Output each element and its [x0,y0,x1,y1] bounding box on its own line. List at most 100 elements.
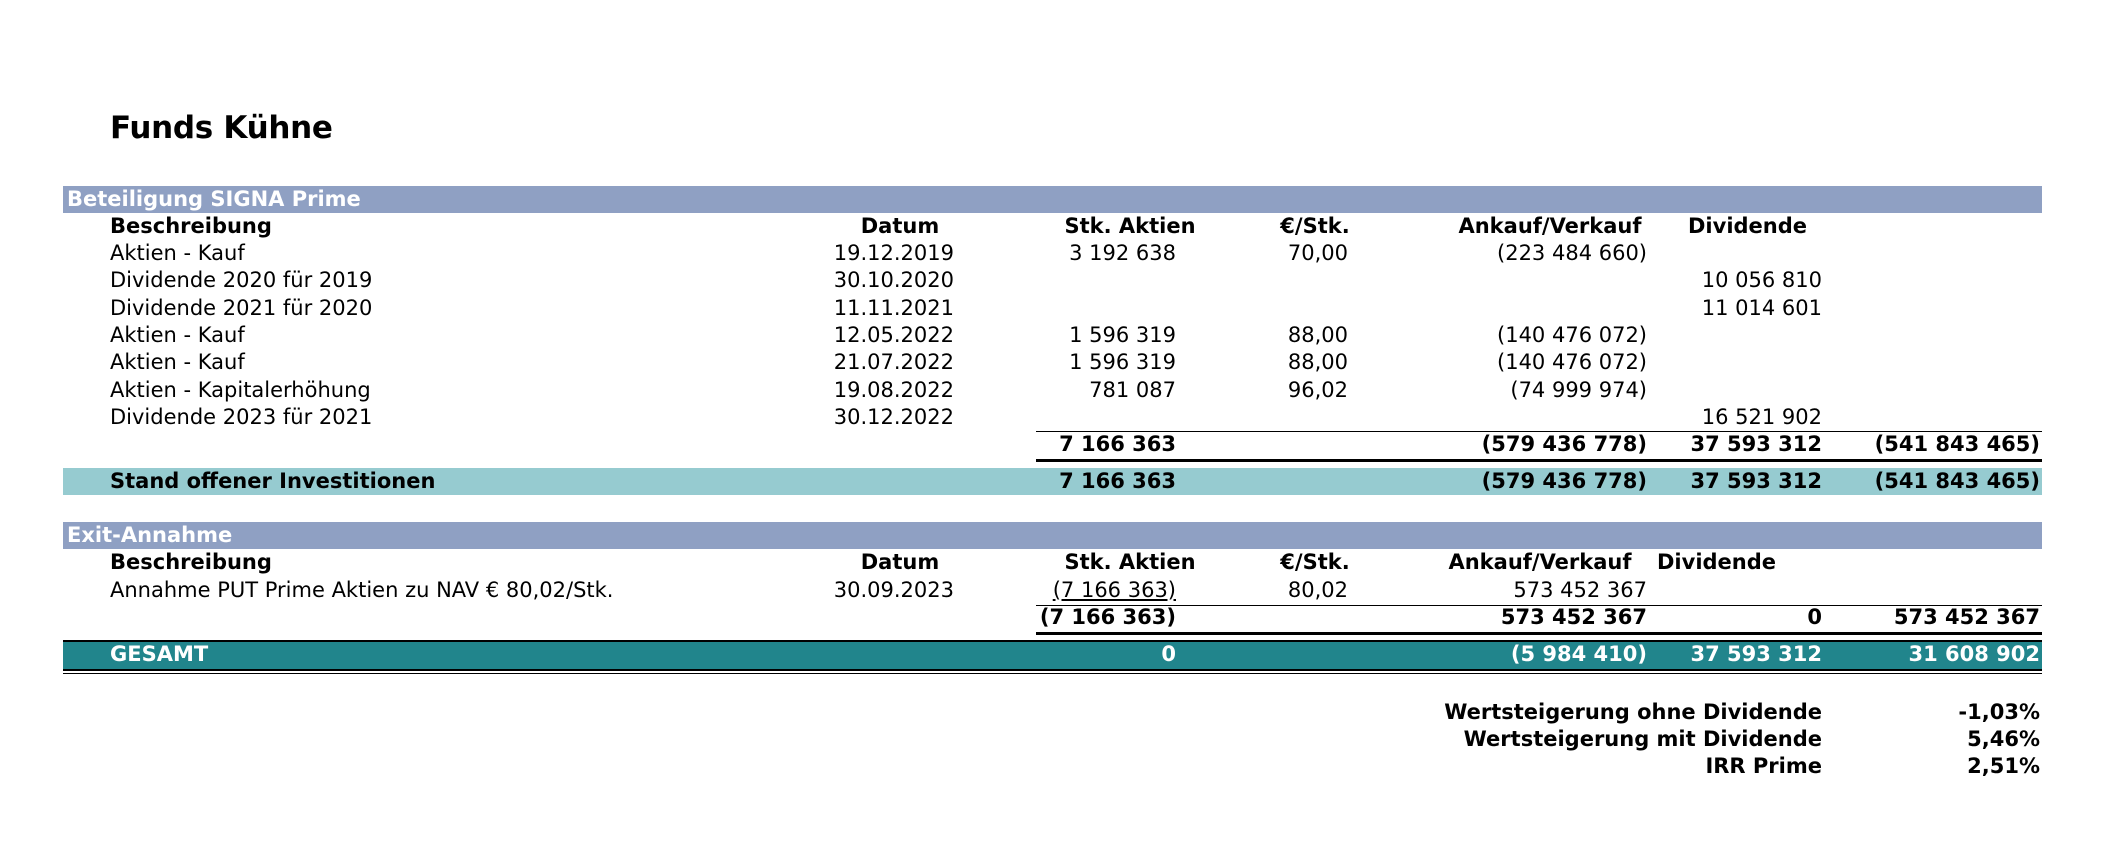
header-ankauf: Ankauf/Verkauf [1458,214,1642,238]
cell-beschreibung: Dividende 2021 für 2020 [110,295,373,320]
header-datum: Datum [860,550,940,574]
cell-datum: 12.05.2022 [833,322,954,347]
section-band-exit: Exit-Annahme [63,522,2042,549]
column-header-row: Beschreibung Datum Stk. Aktien €/Stk. An… [0,213,2124,240]
header-preis: €/Stk. [1280,214,1350,238]
table-row: Dividende 2021 für 2020 11.11.2021 11 014 … [0,295,2124,322]
cell-dividende: 10 056 810 [1701,268,1822,293]
header-preis: €/Stk. [1280,550,1350,574]
cell-preis: 80,02 [1287,578,1348,602]
cell-dividende: 16 521 902 [1701,404,1822,429]
sum-rule [1036,605,2042,606]
table-row: Aktien - Kauf 21.07.2022 1 596 319 88,00 (14… [0,349,2124,376]
gesamt-saldo: 31 608 902 [1908,642,2040,666]
cell-datum: 30.09.2023 [833,578,954,602]
gesamt-dividende: 37 593 312 [1690,642,1822,666]
sum-double-rule [1036,459,2042,462]
cell-datum: 30.10.2020 [833,268,954,293]
sum-aktien: (7 166 363) [1039,605,1176,629]
cell-aktien: 1 596 319 [1069,350,1176,375]
kennzahl-value: 5,46% [1967,727,2040,751]
header-aktien: Stk. Aktien [1064,550,1196,574]
sum-row: (7 166 363) 573 452 367 0 573 452 367 [0,604,2124,631]
sum-rule [1036,431,2042,432]
sum-saldo: 573 452 367 [1893,605,2040,629]
sum-dividende: 37 593 312 [1690,432,1822,456]
cell-datum: 19.08.2022 [833,377,954,402]
table-row: Aktien - Kapitalerhöhung 19.08.2022 781 08… [0,377,2124,404]
kennzahl-value: 2,51% [1967,754,2040,778]
gesamt-label: GESAMT [110,642,209,666]
cell-datum: 19.12.2019 [833,241,954,265]
sum-aktien: 7 166 363 [1059,432,1176,456]
header-dividende: Dividende [1688,214,1808,238]
stand-dividende: 37 593 312 [1690,469,1822,493]
header-datum: Datum [860,214,940,238]
sum-dividende: 0 [1807,605,1822,629]
gesamt-double-rule [63,669,2042,671]
table-row: Annahme PUT Prime Aktien zu NAV € 80,02/… [0,577,2124,604]
stand-band [63,468,2042,495]
table-row: Dividende 2023 für 2021 30.12.2022 16 521 … [0,404,2124,431]
cell-ankauf: (140 476 072) [1497,322,1647,347]
kennzahl-value: -1,03% [1958,700,2040,724]
cell-beschreibung: Dividende 2023 für 2021 [110,404,373,429]
header-beschreibung: Beschreibung [110,214,272,238]
cell-ankauf: (223 484 660) [1497,241,1647,265]
sum-ankauf: 573 452 367 [1500,605,1647,629]
gesamt-row: GESAMT 0 (5 984 410) 37 593 312 31 608 9… [0,641,2124,668]
table-row: Dividende 2020 für 2019 30.10.2020 10 056 … [0,267,2124,294]
kennzahl-row: IRR Prime 2,51% [0,753,2124,780]
cell-ankauf: (74 999 974) [1510,377,1647,402]
header-ankauf: Ankauf/Verkauf [1448,550,1632,574]
cell-beschreibung: Dividende 2020 für 2019 [110,268,373,293]
cell-dividende: 11 014 601 [1701,295,1822,320]
gesamt-band [63,640,2042,669]
cell-aktien: (7 166 363) [1052,578,1176,602]
cell-beschreibung: Aktien - Kauf [110,322,245,347]
gesamt-aktien: 0 [1161,642,1176,666]
cell-preis: 88,00 [1287,322,1348,347]
stand-saldo: (541 843 465) [1874,469,2040,493]
sum-row: 7 166 363 (579 436 778) 37 593 312 (541 … [0,431,2124,458]
cell-datum: 11.11.2021 [833,295,954,320]
cell-preis: 70,00 [1287,241,1348,265]
table-row: Aktien - Kauf 12.05.2022 1 596 319 88,00 (14… [0,322,2124,349]
section-label: Beteiligung SIGNA Prime [67,187,361,211]
cell-beschreibung: Aktien - Kauf [110,350,245,375]
cell-beschreibung: Aktien - Kauf [110,241,245,265]
stand-label: Stand offener Investitionen [110,469,436,493]
cell-datum: 30.12.2022 [833,404,954,429]
table-row: Aktien - Kauf 19.12.2019 3 192 638 70,00 (22… [0,240,2124,267]
gesamt-ankauf: (5 984 410) [1510,642,1647,666]
cell-ankauf: (140 476 072) [1497,350,1647,375]
sum-saldo: (541 843 465) [1874,432,2040,456]
sum-double-rule [1036,632,2042,635]
cell-preis: 96,02 [1287,377,1348,402]
cell-aktien: 3 192 638 [1069,241,1176,265]
gesamt-double-rule [63,673,2042,674]
cell-aktien: 1 596 319 [1069,322,1176,347]
kennzahl-label: IRR Prime [1705,754,1822,778]
kennzahl-row: Wertsteigerung mit Dividende 5,46% [0,726,2124,753]
cell-beschreibung: Aktien - Kapitalerhöhung [110,377,371,402]
cell-preis: 88,00 [1287,350,1348,375]
stand-row: Stand offener Investitionen 7 166 363 (5… [0,468,2124,495]
section-label: Exit-Annahme [67,523,233,547]
cell-aktien: 781 087 [1089,377,1176,402]
cell-beschreibung: Annahme PUT Prime Aktien zu NAV € 80,02/… [110,578,614,602]
kennzahl-row: Wertsteigerung ohne Dividende -1,03% [0,699,2124,726]
kennzahl-label: Wertsteigerung mit Dividende [1463,727,1822,751]
kennzahl-label: Wertsteigerung ohne Dividende [1444,700,1822,724]
column-header-row: Beschreibung Datum Stk. Aktien €/Stk. An… [0,549,2124,576]
page-title: Funds Kühne [110,110,333,146]
stand-aktien: 7 166 363 [1059,469,1176,493]
sum-ankauf: (579 436 778) [1481,432,1647,456]
header-aktien: Stk. Aktien [1064,214,1196,238]
section-band-beteiligung: Beteiligung SIGNA Prime [63,186,2042,213]
cell-datum: 21.07.2022 [833,350,954,375]
cell-ankauf: 573 452 367 [1513,578,1647,602]
header-beschreibung: Beschreibung [110,550,272,574]
header-dividende: Dividende [1657,550,1777,574]
stand-ankauf: (579 436 778) [1481,469,1647,493]
